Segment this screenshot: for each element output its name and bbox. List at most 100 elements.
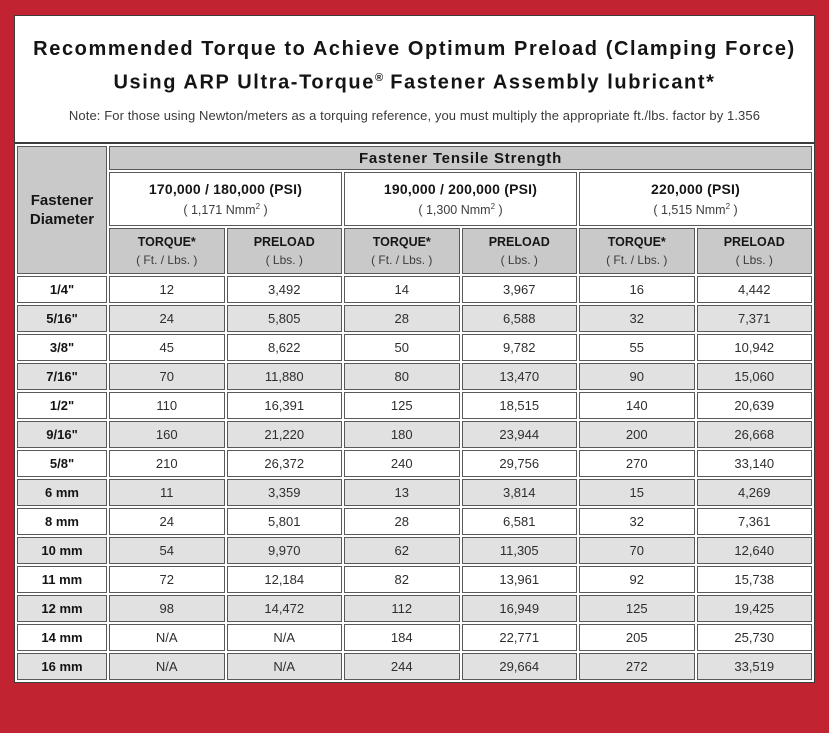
value-cell: 62 xyxy=(344,537,460,564)
value-cell: 20,639 xyxy=(696,392,812,419)
torque-col-header-1: TORQUE* ( Ft. / Lbs. ) xyxy=(109,228,225,274)
value-cell: 270 xyxy=(579,450,695,477)
diameter-cell: 1/4" xyxy=(17,276,107,303)
value-cell: 112 xyxy=(344,595,460,622)
value-cell: 26,372 xyxy=(226,450,342,477)
preload-col-header-3: PRELOAD ( Lbs. ) xyxy=(696,228,812,274)
value-cell: 205 xyxy=(579,624,695,651)
fastener-diameter-header: Fastener Diameter xyxy=(17,146,107,274)
table-row: 10 mm 54 9,970 62 11,305 70 12,640 xyxy=(17,537,812,564)
diameter-cell: 9/16" xyxy=(17,421,107,448)
value-cell: N/A xyxy=(109,653,225,680)
table-row: 5/8" 210 26,372 240 29,756 270 33,140 xyxy=(17,450,812,477)
value-cell: 6,581 xyxy=(461,508,577,535)
diameter-cell: 7/16" xyxy=(17,363,107,390)
title-line-1: Recommended Torque to Achieve Optimum Pr… xyxy=(33,38,796,61)
value-cell: 5,805 xyxy=(226,305,342,332)
value-cell: 16,391 xyxy=(226,392,342,419)
value-cell: 10,942 xyxy=(696,334,812,361)
value-cell: 7,361 xyxy=(696,508,812,535)
value-cell: 11,880 xyxy=(226,363,342,390)
value-cell: 272 xyxy=(579,653,695,680)
value-cell: 5,801 xyxy=(226,508,342,535)
value-cell: 24 xyxy=(109,305,225,332)
psi-group-header-3: 220,000 (PSI) ( 1,515 Nmm2 ) xyxy=(579,172,812,226)
diameter-cell: 1/2" xyxy=(17,392,107,419)
value-cell: 23,944 xyxy=(461,421,577,448)
psi-value: 220,000 (PSI) xyxy=(651,180,740,197)
title-panel: Recommended Torque to Achieve Optimum Pr… xyxy=(14,15,815,143)
table-row: 6 mm 11 3,359 13 3,814 15 4,269 xyxy=(17,479,812,506)
value-cell: 28 xyxy=(344,305,460,332)
table-row: 7/16" 70 11,880 80 13,470 90 15,060 xyxy=(17,363,812,390)
registered-mark: ® xyxy=(374,72,384,85)
value-cell: 13,470 xyxy=(461,363,577,390)
value-cell: 29,664 xyxy=(461,653,577,680)
table-body: 1/4" 12 3,492 14 3,967 16 4,442 5/16" 24… xyxy=(17,276,812,680)
table-row: 1/2" 110 16,391 125 18,515 140 20,639 xyxy=(17,392,812,419)
value-cell: 28 xyxy=(344,508,460,535)
value-cell: 13,961 xyxy=(461,566,577,593)
value-cell: 3,359 xyxy=(226,479,342,506)
page-title: Recommended Torque to Achieve Optimum Pr… xyxy=(33,35,796,98)
value-cell: 6,588 xyxy=(461,305,577,332)
value-cell: 33,140 xyxy=(696,450,812,477)
table-row: 14 mm N/A N/A 184 22,771 205 25,730 xyxy=(17,624,812,651)
table-row: 3/8" 45 8,622 50 9,782 55 10,942 xyxy=(17,334,812,361)
value-cell: N/A xyxy=(226,653,342,680)
value-cell: 29,756 xyxy=(461,450,577,477)
psi-group-header-2: 190,000 / 200,000 (PSI) ( 1,300 Nmm2 ) xyxy=(344,172,577,226)
value-cell: 11,305 xyxy=(461,537,577,564)
diameter-cell: 6 mm xyxy=(17,479,107,506)
value-cell: 15,060 xyxy=(696,363,812,390)
value-cell: 7,371 xyxy=(696,305,812,332)
torque-table: Fastener Diameter Fastener Tensile Stren… xyxy=(15,144,814,682)
preload-col-header-2: PRELOAD ( Lbs. ) xyxy=(461,228,577,274)
torque-table-wrap: Fastener Diameter Fastener Tensile Stren… xyxy=(14,143,815,683)
value-cell: 32 xyxy=(579,508,695,535)
value-cell: 12 xyxy=(109,276,225,303)
value-cell: 160 xyxy=(109,421,225,448)
value-cell: 90 xyxy=(579,363,695,390)
diameter-cell: 14 mm xyxy=(17,624,107,651)
value-cell: 3,814 xyxy=(461,479,577,506)
value-cell: 11 xyxy=(109,479,225,506)
value-cell: 26,668 xyxy=(696,421,812,448)
value-cell: 9,782 xyxy=(461,334,577,361)
value-cell: 125 xyxy=(579,595,695,622)
diameter-cell: 5/8" xyxy=(17,450,107,477)
table-row: 11 mm 72 12,184 82 13,961 92 15,738 xyxy=(17,566,812,593)
value-cell: 12,640 xyxy=(696,537,812,564)
value-cell: 140 xyxy=(579,392,695,419)
preload-col-header-1: PRELOAD ( Lbs. ) xyxy=(226,228,342,274)
value-cell: 110 xyxy=(109,392,225,419)
value-cell: 32 xyxy=(579,305,695,332)
diameter-cell: 16 mm xyxy=(17,653,107,680)
value-cell: 55 xyxy=(579,334,695,361)
value-cell: 18,515 xyxy=(461,392,577,419)
value-cell: 15,738 xyxy=(696,566,812,593)
value-cell: 16,949 xyxy=(461,595,577,622)
value-cell: 98 xyxy=(109,595,225,622)
tensile-strength-header: Fastener Tensile Strength xyxy=(109,146,812,170)
nmm-value: ( 1,515 Nmm2 ) xyxy=(653,201,738,218)
torque-col-header-3: TORQUE* ( Ft. / Lbs. ) xyxy=(579,228,695,274)
value-cell: 33,519 xyxy=(696,653,812,680)
value-cell: N/A xyxy=(226,624,342,651)
value-cell: 25,730 xyxy=(696,624,812,651)
value-cell: 244 xyxy=(344,653,460,680)
torque-col-header-2: TORQUE* ( Ft. / Lbs. ) xyxy=(344,228,460,274)
value-cell: 184 xyxy=(344,624,460,651)
diameter-cell: 3/8" xyxy=(17,334,107,361)
value-cell: 45 xyxy=(109,334,225,361)
value-cell: 14 xyxy=(344,276,460,303)
psi-group-header-1: 170,000 / 180,000 (PSI) ( 1,171 Nmm2 ) xyxy=(109,172,342,226)
value-cell: 180 xyxy=(344,421,460,448)
diameter-cell: 11 mm xyxy=(17,566,107,593)
value-cell: 24 xyxy=(109,508,225,535)
value-cell: 12,184 xyxy=(226,566,342,593)
value-cell: 50 xyxy=(344,334,460,361)
value-cell: 13 xyxy=(344,479,460,506)
value-cell: 125 xyxy=(344,392,460,419)
